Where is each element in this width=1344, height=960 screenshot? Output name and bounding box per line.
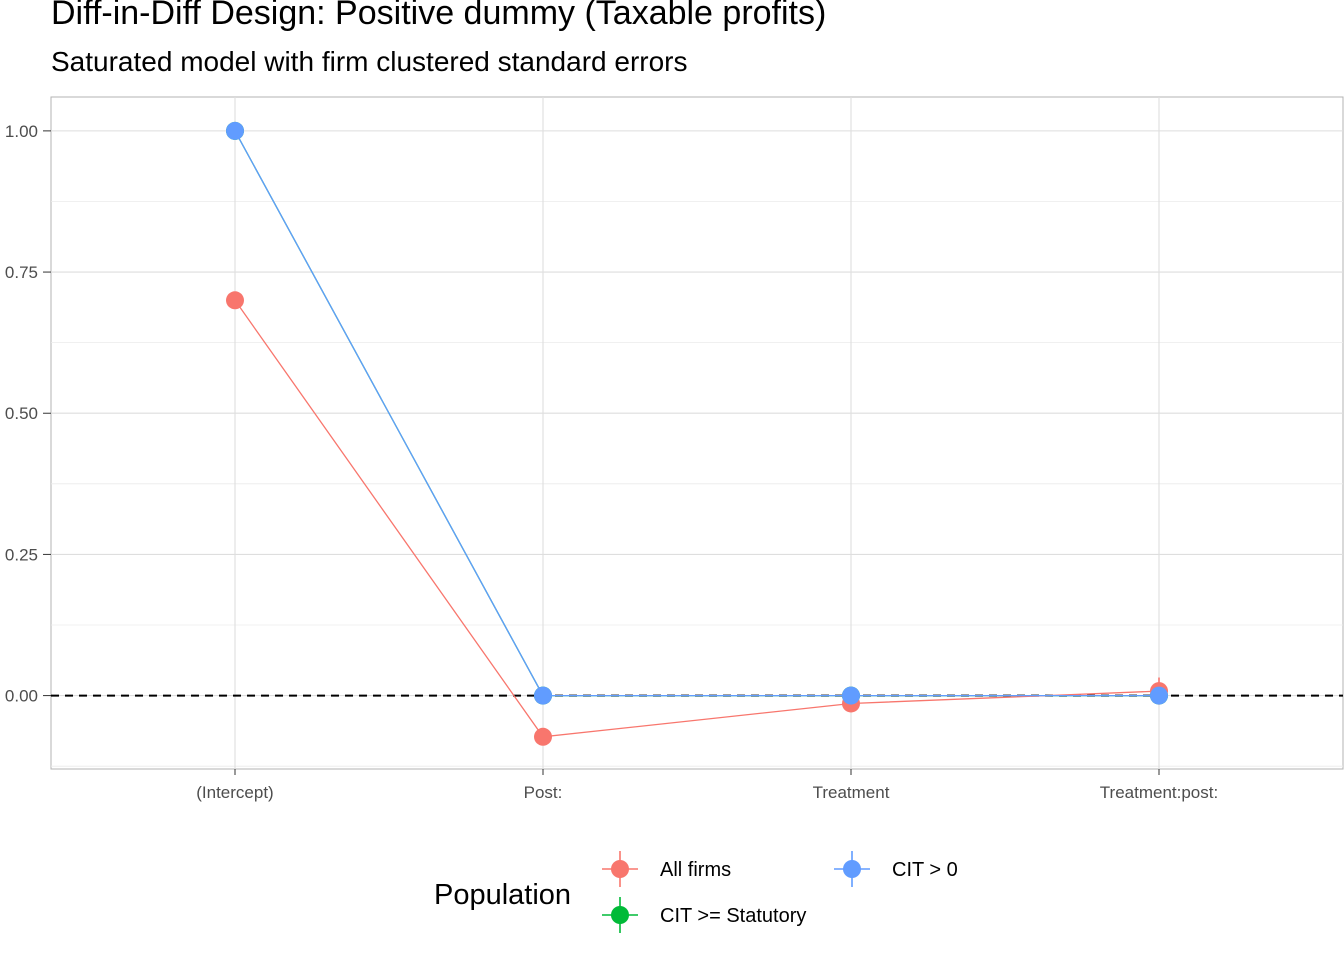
y-tick-label: 0.00	[5, 687, 38, 706]
y-tick-label: 0.50	[5, 404, 38, 423]
series-layer	[226, 121, 1168, 746]
series-line	[234, 299, 1160, 738]
y-tick-label: 1.00	[5, 122, 38, 141]
legend: Population All firms CIT > 0 CIT >= Statut…	[434, 851, 958, 933]
data-point	[1150, 686, 1168, 705]
data-point	[226, 291, 244, 310]
legend-key-point	[611, 860, 629, 878]
y-tick-label: 0.25	[5, 545, 38, 564]
series-line	[234, 130, 1159, 697]
legend-title: Population	[434, 879, 571, 911]
x-tick-label: (Intercept)	[196, 783, 273, 802]
legend-label: All firms	[660, 859, 731, 881]
chart-subtitle: Saturated model with firm clustered stan…	[51, 46, 688, 77]
legend-label: CIT >= Statutory	[660, 905, 806, 927]
y-tick-label: 0.75	[5, 263, 38, 282]
data-point	[226, 121, 244, 140]
x-tick-label: Treatment	[813, 783, 890, 802]
plot-panel	[50, 96, 1344, 770]
chart-title: Diff-in-Diff Design: Positive dummy (Tax…	[51, 0, 827, 32]
legend-item: CIT > 0	[834, 851, 958, 887]
legend-item: CIT >= Statutory	[602, 897, 806, 933]
legend-key-point	[611, 906, 629, 924]
legend-label: CIT > 0	[892, 859, 958, 881]
x-tick-label: Treatment:post:	[1100, 783, 1218, 802]
data-point	[534, 727, 552, 746]
y-axis-ticks: 0.00 0.25 0.50 0.75 1.00	[5, 122, 51, 706]
x-tick-label: Post:	[524, 783, 563, 802]
x-axis-ticks: (Intercept) Post: Treatment Treatment:post:	[196, 769, 1218, 802]
legend-item: All firms	[602, 851, 731, 887]
legend-key-point	[843, 860, 861, 878]
series-cit-0	[226, 121, 1168, 705]
data-point	[534, 686, 552, 705]
data-point	[842, 686, 860, 705]
